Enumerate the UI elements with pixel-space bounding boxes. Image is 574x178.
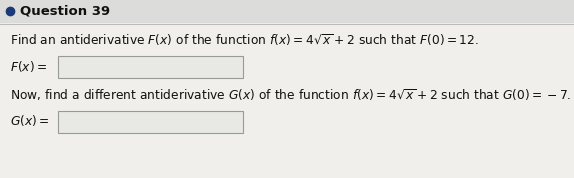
Text: $G(x) = $: $G(x) = $	[10, 114, 49, 129]
FancyBboxPatch shape	[58, 56, 243, 78]
Text: Question 39: Question 39	[20, 4, 110, 17]
FancyBboxPatch shape	[0, 0, 574, 23]
Text: $F(x) = $: $F(x) = $	[10, 59, 47, 74]
Text: Now, find a different antiderivative $G(x)$ of the function $f(x) = 4\sqrt{x} + : Now, find a different antiderivative $G(…	[10, 87, 571, 103]
Text: Find an antiderivative $F(x)$ of the function $f(x) = 4\sqrt{x} + 2$ such that $: Find an antiderivative $F(x)$ of the fun…	[10, 32, 479, 48]
FancyBboxPatch shape	[0, 23, 574, 178]
FancyBboxPatch shape	[58, 111, 243, 133]
